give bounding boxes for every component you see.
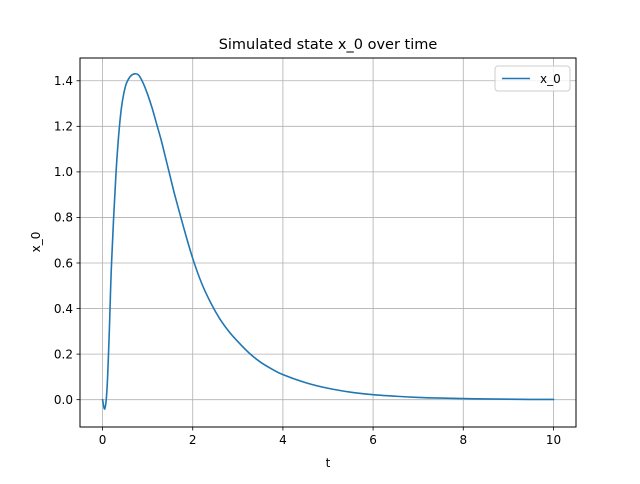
x-tick-label: 8 bbox=[459, 433, 467, 447]
x-tick-label: 6 bbox=[369, 433, 377, 447]
x-tick-label: 10 bbox=[546, 433, 561, 447]
y-tick-label: 0.6 bbox=[54, 256, 73, 270]
x-axis-label: t bbox=[326, 456, 331, 470]
y-axis-label: x_0 bbox=[29, 232, 43, 253]
x-tick-label: 2 bbox=[189, 433, 197, 447]
x-tick-label: 4 bbox=[279, 433, 287, 447]
y-tick-label: 0.8 bbox=[54, 211, 73, 225]
ticks-layer: 0 2 4 6 8 10 0.0 0.2 0.4 0.6 0.8 1.0 1.2 1.4 bbox=[54, 74, 561, 447]
x-tick-label: 0 bbox=[99, 433, 107, 447]
plot-frame bbox=[79, 57, 577, 428]
chart-title: Simulated state x_0 over time bbox=[219, 37, 438, 53]
legend-entry-label: x_0 bbox=[540, 72, 561, 86]
grid-layer bbox=[80, 58, 576, 427]
y-tick-label: 0.2 bbox=[54, 347, 73, 361]
legend: x_0 bbox=[494, 65, 571, 92]
y-tick-label: 0.0 bbox=[54, 393, 73, 407]
y-tick-label: 0.4 bbox=[54, 302, 73, 316]
legend-box bbox=[494, 65, 571, 92]
series-layer bbox=[101, 72, 555, 410]
y-tick-label: 1.0 bbox=[54, 165, 73, 179]
series-line-x-0 bbox=[101, 72, 555, 410]
y-tick-label: 1.2 bbox=[54, 120, 73, 134]
y-tick-label: 1.4 bbox=[54, 74, 73, 88]
